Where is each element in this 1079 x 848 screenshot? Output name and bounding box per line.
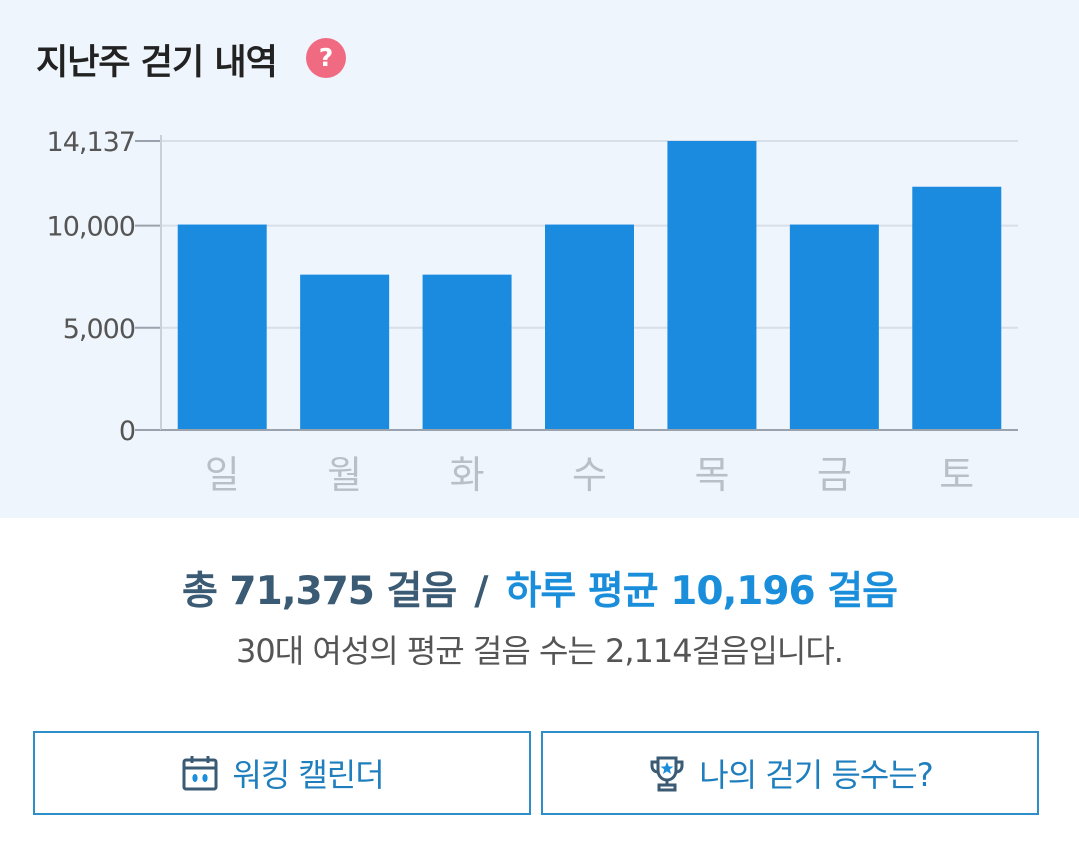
- x-tick-label: 목: [694, 453, 729, 497]
- steps-summary: 총 71,375 걸음 / 하루 평균 10,196 걸음: [0, 560, 1079, 616]
- y-tick-label: 0: [119, 416, 135, 447]
- y-tick-label: 10,000: [47, 212, 135, 243]
- total-steps: 총 71,375 걸음: [181, 569, 457, 614]
- bar-2: [422, 274, 512, 430]
- bar-1: [300, 274, 390, 430]
- bar-5: [789, 224, 879, 430]
- y-tick-label: 14,137: [47, 127, 135, 158]
- page-title: 지난주 걷기 내역: [36, 43, 278, 83]
- help-icon[interactable]: ?: [306, 38, 346, 78]
- x-tick-label: 금: [817, 453, 852, 497]
- x-tick-label: 화: [450, 453, 485, 497]
- peer-comparison: 30대 여성의 평균 걸음 수는 2,114걸음입니다.: [236, 632, 844, 670]
- x-tick-label: 일: [205, 453, 240, 497]
- y-tick-label: 5,000: [63, 314, 135, 345]
- chart-panel: 지난주 걷기 내역 ? 0 5,000 10,000 14,137 일 월 화 수 목 금 토: [0, 0, 1079, 518]
- trophy-icon: [650, 756, 684, 792]
- walking-rank-label: 나의 걷기 등수는?: [699, 756, 933, 794]
- bar-3: [545, 224, 634, 430]
- x-tick-label: 수: [572, 453, 607, 497]
- bar-4: [667, 141, 757, 430]
- walking-calendar-label: 워킹 캘린더: [232, 756, 384, 794]
- average-steps: 하루 평균 10,196 걸음: [505, 569, 899, 614]
- walking-calendar-button[interactable]: 워킹 캘린더: [33, 731, 531, 815]
- bar-6: [912, 186, 1002, 430]
- walking-rank-button[interactable]: 나의 걷기 등수는?: [541, 731, 1039, 815]
- x-tick-label: 월: [327, 453, 362, 497]
- bar-0: [177, 224, 267, 430]
- summary-separator: /: [474, 569, 488, 614]
- calendar-icon: [182, 756, 218, 791]
- x-tick-label: 토: [939, 453, 974, 497]
- weekly-steps-chart: 0 5,000 10,000 14,137 일 월 화 수 목 금 토: [47, 127, 1018, 497]
